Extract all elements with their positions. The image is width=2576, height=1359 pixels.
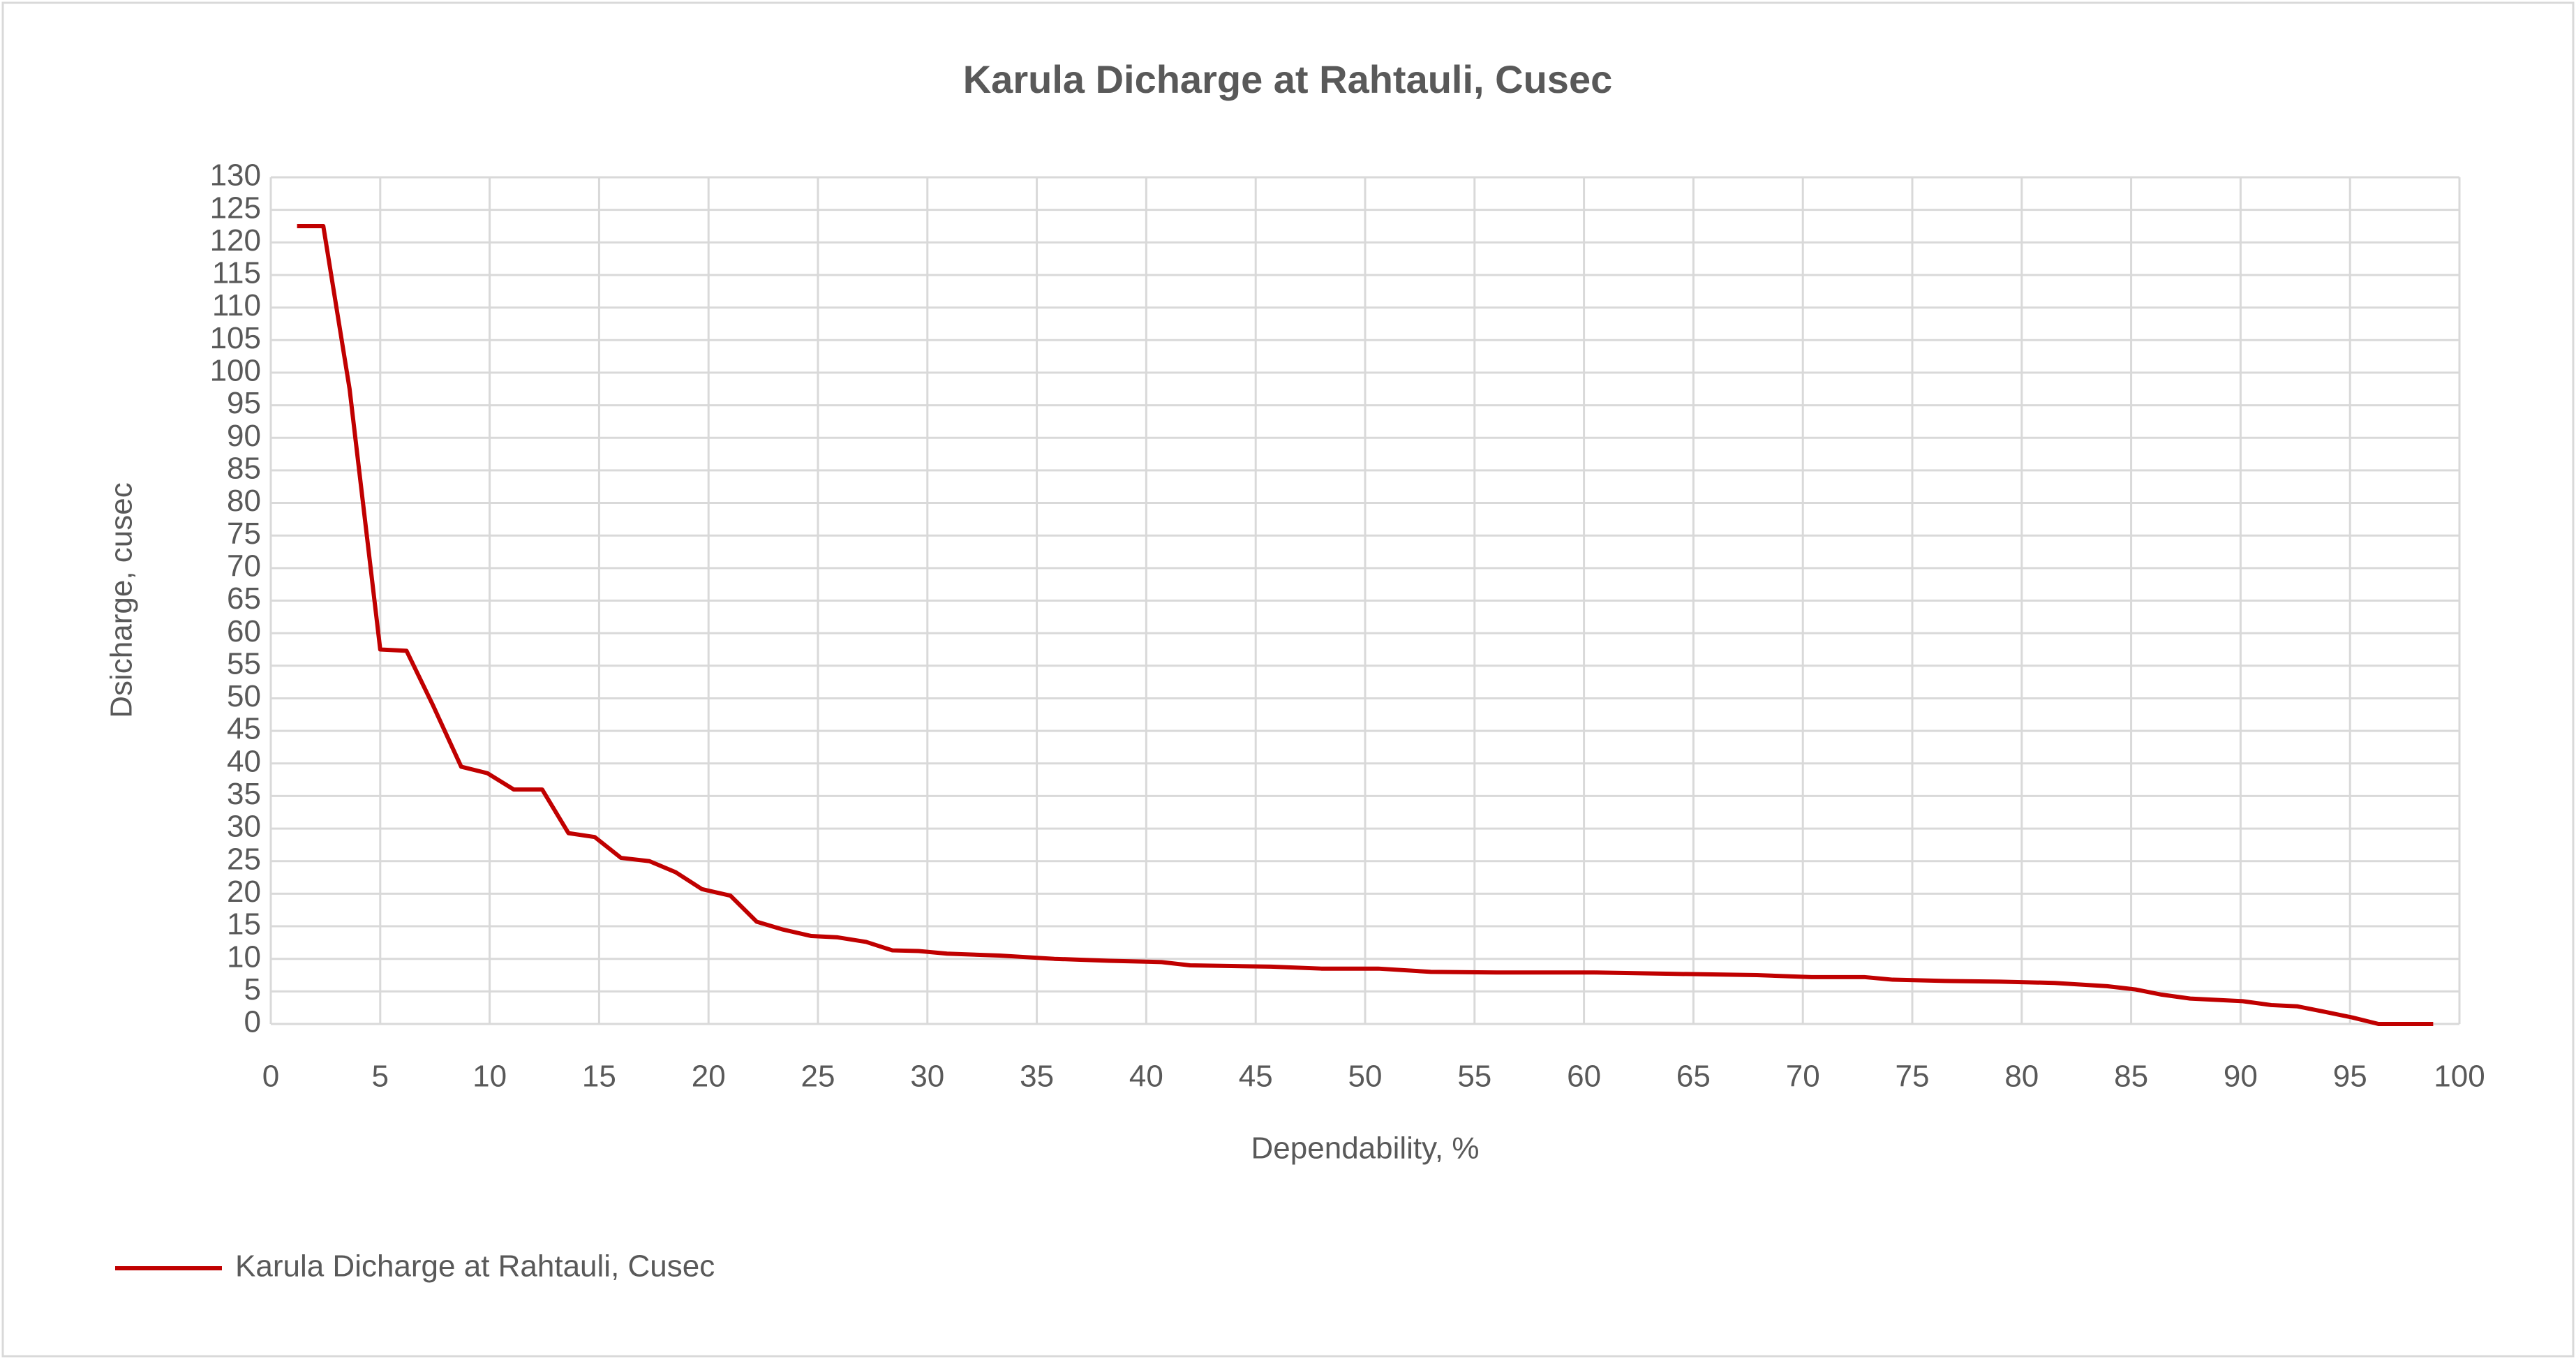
y-tick-label: 50 [227,679,261,713]
chart-title: Karula Dicharge at Rahtauli, Cusec [963,57,1613,101]
y-tick-label: 130 [210,158,261,193]
y-tick-label: 70 [227,549,261,583]
x-tick-label: 0 [262,1060,279,1094]
y-tick-label: 15 [227,907,261,942]
x-tick-label: 55 [1457,1060,1491,1094]
x-tick-label: 5 [372,1060,389,1094]
x-tick-label: 40 [1129,1060,1163,1094]
x-tick-label: 30 [910,1060,944,1094]
x-tick-label: 90 [2224,1060,2258,1094]
x-tick-label: 35 [1020,1060,1054,1094]
x-tick-label: 100 [2434,1060,2485,1094]
y-tick-label: 85 [227,452,261,486]
y-tick-label: 30 [227,810,261,844]
y-tick-label: 110 [212,288,261,322]
y-tick-label: 65 [227,581,261,616]
y-tick-label: 100 [210,354,261,388]
legend-label: Karula Dicharge at Rahtauli, Cusec [235,1249,715,1284]
y-tick-label: 120 [210,223,261,258]
x-tick-label: 45 [1239,1060,1273,1094]
y-tick-label: 5 [244,972,261,1007]
x-tick-label: 80 [2004,1060,2039,1094]
y-tick-label: 125 [210,191,261,225]
y-tick-label: 60 [227,614,261,648]
x-tick-label: 60 [1567,1060,1601,1094]
y-tick-label: 40 [227,744,261,778]
x-tick-label: 65 [1676,1060,1711,1094]
x-tick-label: 95 [2333,1060,2367,1094]
y-tick-label: 25 [227,842,261,876]
y-tick-label: 95 [227,386,261,420]
y-tick-label: 0 [244,1005,261,1039]
y-tick-label: 115 [212,256,261,290]
x-axis-label: Dependability, % [1251,1131,1480,1166]
y-tick-label: 35 [227,777,261,811]
y-tick-label: 45 [227,712,261,746]
x-tick-label: 25 [801,1060,835,1094]
y-tick-label: 55 [227,646,261,681]
y-tick-label: 105 [210,321,261,355]
y-tick-label: 75 [227,517,261,551]
x-tick-label: 85 [2114,1060,2148,1094]
y-tick-label: 80 [227,484,261,518]
x-tick-label: 20 [692,1060,726,1094]
x-tick-label: 10 [472,1060,507,1094]
y-tick-label: 10 [227,940,261,974]
data-line [297,223,2434,1026]
y-axis-label: Dsicharge, cusec [105,482,139,718]
x-tick-label: 70 [1786,1060,1820,1094]
y-tick-label: 90 [227,419,261,453]
y-tick-label: 20 [227,875,261,909]
x-tick-label: 50 [1348,1060,1383,1094]
x-tick-label: 75 [1896,1060,1930,1094]
x-tick-label: 15 [582,1060,616,1094]
